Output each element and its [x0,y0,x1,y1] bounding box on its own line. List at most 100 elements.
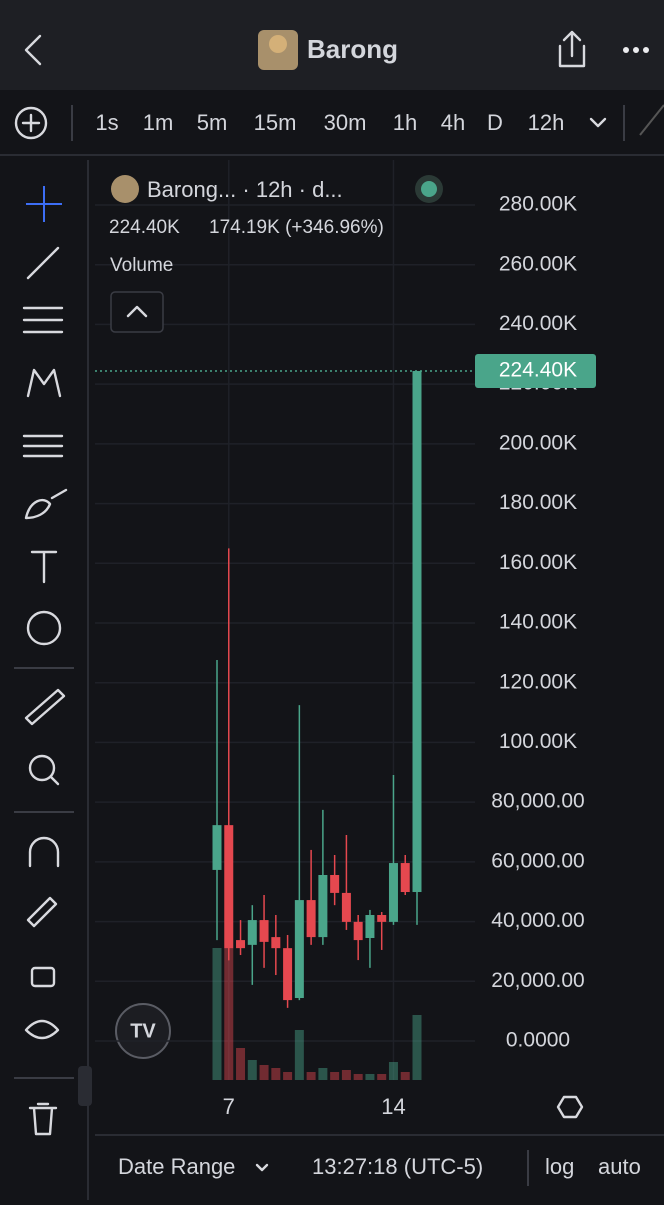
legend-last: 224.40K [109,217,180,238]
avatar-face [269,35,287,53]
back-button[interactable] [24,34,42,66]
collapse-toolbar[interactable] [78,1066,92,1106]
y-tick-label: 140.00K [499,611,577,634]
volume-bar [224,948,234,1080]
timeframe-option[interactable]: 4h [441,110,465,135]
x-tick-label: 14 [381,1094,405,1119]
volume-bar [283,1072,293,1080]
add-icon [21,113,41,133]
volume-bar [388,1062,398,1080]
pattern-tool[interactable] [26,368,62,398]
more-button[interactable] [623,47,649,53]
y-tick-label: 240.00K [499,312,577,335]
y-tick-label: 120.00K [499,670,577,693]
timeframe-option[interactable]: 12h [528,110,565,135]
fib-tool[interactable] [22,306,64,334]
drawing-toolbar [14,186,74,1136]
candle-body [306,900,316,938]
share-button[interactable] [558,30,586,68]
y-tick-label: 20,000.00 [491,969,584,992]
tradingview-logo [115,1003,171,1059]
legend-volume: Volume [110,255,173,276]
y-tick-label: 100.00K [499,730,577,753]
y-tick-label: 60,000.00 [491,849,584,872]
candle-body [377,915,387,922]
y-tick-label: 0.0000 [506,1029,570,1052]
volume-bar [212,948,222,1080]
candle-body [412,371,422,893]
last-price-label: 224.40K [499,359,577,382]
timeframe-option[interactable]: 15m [254,110,297,135]
candle-body [365,915,375,938]
volume-bar [400,1072,410,1080]
date-range-button[interactable]: Date Range [118,1154,235,1179]
date-range-caret [255,1163,269,1172]
candle-body [341,892,351,922]
trendline-tool[interactable] [26,246,60,280]
auto-toggle[interactable]: auto [598,1154,641,1179]
delete-tool[interactable] [28,1102,58,1136]
text-tool[interactable] [30,550,58,584]
volume-bar [259,1065,269,1080]
ruler-tool[interactable] [24,688,66,726]
volume-bar [294,1030,304,1080]
timeframe-option[interactable]: 1m [143,110,174,135]
volume-bar [318,1068,328,1080]
candle-body [294,900,304,999]
chart-settings[interactable] [556,1095,584,1119]
y-tick-label: 280.00K [499,193,577,216]
y-tick-label: 260.00K [499,252,577,275]
volume-bar [306,1072,316,1080]
crosshair-tool[interactable] [26,186,62,222]
timeframe-option[interactable]: 1h [393,110,417,135]
candle-body [212,825,222,870]
candle-body [283,948,293,1001]
timeframe-option[interactable]: 1s [95,110,118,135]
volume-bar [377,1074,387,1080]
lock-drawings[interactable] [26,896,58,928]
log-toggle[interactable]: log [545,1154,574,1179]
zoom-tool[interactable] [28,754,56,782]
y-tick-label: 200.00K [499,431,577,454]
candle-body [330,874,340,893]
header-title: Barong [307,34,398,64]
collapse-caret [126,305,148,318]
visibility-tool[interactable] [24,1019,60,1040]
candle-body [271,937,281,949]
chart-style-icon[interactable] [639,104,664,136]
x-tick-label: 7 [223,1094,235,1119]
prediction-tool[interactable] [22,434,64,458]
y-tick-label: 180.00K [499,491,577,514]
unlock-tool[interactable] [30,966,56,988]
volume-bar [412,1015,422,1080]
timeframe-option[interactable]: 30m [324,110,367,135]
brush-tool[interactable] [24,488,68,520]
candle-body [388,863,398,922]
last-price-box [475,354,596,389]
volume-bar [341,1070,351,1080]
volume-bar [236,1048,246,1080]
legend-avatar [111,175,139,203]
timeframe-dropdown[interactable] [589,117,607,128]
volume-bar [353,1074,363,1080]
clock: 13:27:18 (UTC-5) [312,1154,483,1179]
candle-body [259,920,269,942]
collapse-legend[interactable] [110,291,164,333]
candle-body [236,940,246,949]
timeframe-option[interactable]: 5m [197,110,228,135]
chart: 280.00K260.00K240.00K220.00K200.00K180.0… [95,160,596,1119]
legend-symbol: Barong... · 12h · d... [147,177,343,202]
magnet-tool[interactable] [28,836,60,868]
logo-mark: TV [130,1020,156,1042]
legend-change: 174.19K (+346.96%) [209,217,384,238]
volume-bar [365,1074,375,1080]
add-indicator[interactable] [14,106,48,140]
timeframe-bar [0,90,664,155]
y-tick-label: 80,000.00 [491,790,584,813]
zoom-handle [49,775,60,786]
y-tick-label: 160.00K [499,551,577,574]
header [0,0,664,90]
emoji-tool[interactable] [26,610,62,646]
timeframe-option[interactable]: D [487,110,503,135]
